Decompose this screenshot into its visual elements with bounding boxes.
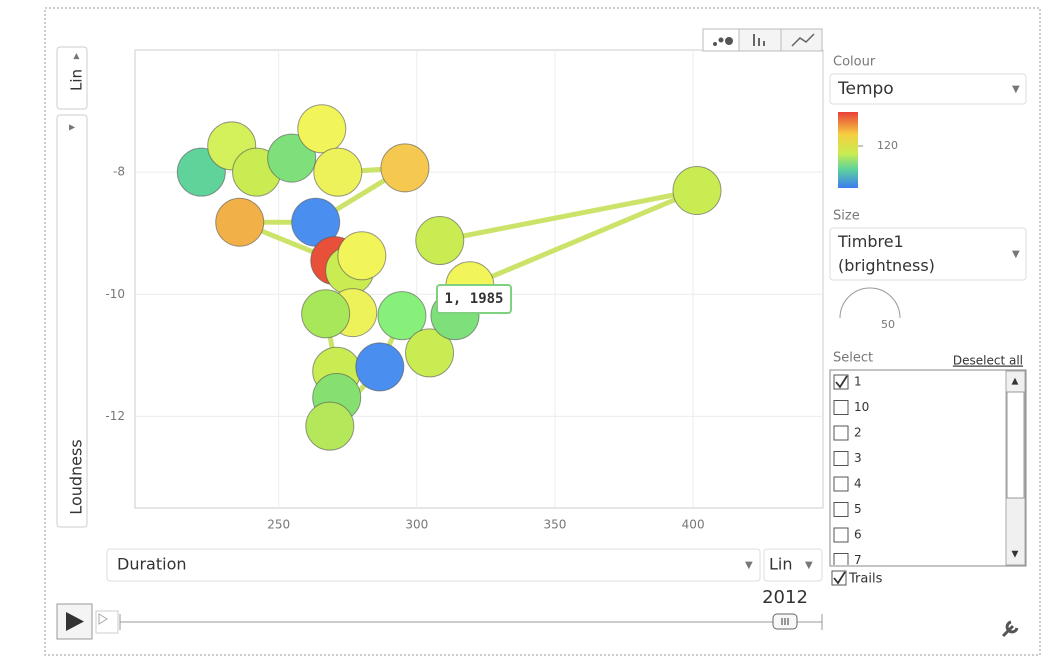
speed-button[interactable] (95, 610, 119, 634)
svg-text:▶: ▶ (69, 123, 76, 132)
colour-value: Tempo (837, 79, 894, 99)
bubble (301, 289, 351, 339)
bubble (672, 165, 722, 215)
y-tick-label: -12 (105, 409, 125, 423)
item-label: 6 (854, 528, 862, 542)
bubble (215, 197, 265, 247)
select-list (829, 369, 1027, 567)
x-axis-dropdown[interactable] (106, 548, 761, 582)
svg-text:▲: ▲ (1012, 377, 1019, 387)
svg-text:▼: ▼ (1012, 249, 1020, 260)
annotation: 1, 1985 (444, 291, 503, 307)
x-controls: Duration ▼ Lin ▼ (106, 548, 823, 582)
y-scale: Lin (68, 69, 86, 91)
y-axis-dropdown[interactable] (56, 114, 88, 528)
settings-button[interactable] (1001, 620, 1019, 638)
svg-text:▼: ▼ (1012, 84, 1020, 95)
bubble (313, 147, 363, 197)
svg-text:▼: ▼ (805, 560, 813, 571)
item-label: 10 (854, 400, 869, 414)
item-checkbox[interactable] (833, 502, 849, 517)
item-checkbox[interactable] (833, 400, 849, 415)
x-tick-label: 400 (682, 518, 705, 532)
colour-dropdown[interactable] (829, 73, 1027, 105)
item-label: 2 (854, 426, 862, 440)
bubble (405, 328, 455, 378)
item-label: 1 (854, 375, 862, 389)
size-label: Size (833, 209, 860, 224)
colour-legend (838, 112, 858, 188)
item-label: 5 (854, 502, 862, 516)
size-legend (839, 287, 901, 319)
tooltip: 1, 1985 (436, 284, 512, 314)
year-label: 2012 (762, 587, 808, 608)
y-tick-label: -8 (113, 165, 125, 179)
bubble (355, 342, 405, 392)
item-checkbox[interactable] (833, 425, 849, 441)
bubble (337, 231, 387, 281)
select-label: Select (833, 351, 873, 366)
side-panel: Colour Tempo ▼ 120 Size ▼ 50 Select Dese… (829, 55, 1027, 638)
x-scale-button[interactable] (763, 548, 823, 582)
bubble (415, 216, 465, 266)
y-scale-button[interactable] (56, 46, 88, 110)
y-axis-label: Loudness (67, 439, 86, 514)
size-value: Timbre1 (brightness) (838, 232, 935, 275)
x-tick-label: 250 (267, 518, 290, 532)
deselect-all[interactable]: Deselect all (953, 354, 1023, 368)
x-tick-label: 350 (544, 518, 567, 532)
check-mark (835, 375, 848, 389)
svg-text:▼: ▼ (745, 560, 753, 571)
y-tick-label: -10 (105, 287, 125, 301)
item-label: 4 (854, 477, 862, 491)
x-tick-label: 300 (405, 518, 428, 532)
line-tab[interactable] (780, 28, 823, 52)
bubble (297, 104, 347, 154)
item-label: 3 (854, 451, 862, 465)
bubble (305, 401, 355, 451)
size-dropdown[interactable] (829, 227, 1027, 281)
x-axis-label: Duration (117, 555, 187, 574)
playback (56, 603, 823, 640)
frame (44, 7, 1041, 656)
x-scale: Lin (769, 555, 793, 574)
item-checkbox[interactable] (833, 553, 849, 568)
svg-text:▼: ▼ (1012, 550, 1019, 560)
colour-label: Colour (833, 55, 876, 70)
y-controls: Lin ▶ ▶ Loudness (56, 46, 88, 528)
bubble (377, 291, 427, 341)
bubble (380, 143, 430, 193)
item-checkbox[interactable] (833, 451, 849, 466)
view-tabs (702, 28, 823, 52)
item-checkbox[interactable] (833, 527, 849, 543)
bubble (267, 133, 317, 183)
svg-text:▶: ▶ (72, 52, 81, 59)
trails-label: Trails (848, 572, 883, 587)
size-tick: 50 (881, 318, 895, 331)
item-checkbox[interactable] (833, 476, 849, 492)
item-label: 7 (854, 553, 862, 567)
colour-tick: 120 (877, 139, 898, 152)
